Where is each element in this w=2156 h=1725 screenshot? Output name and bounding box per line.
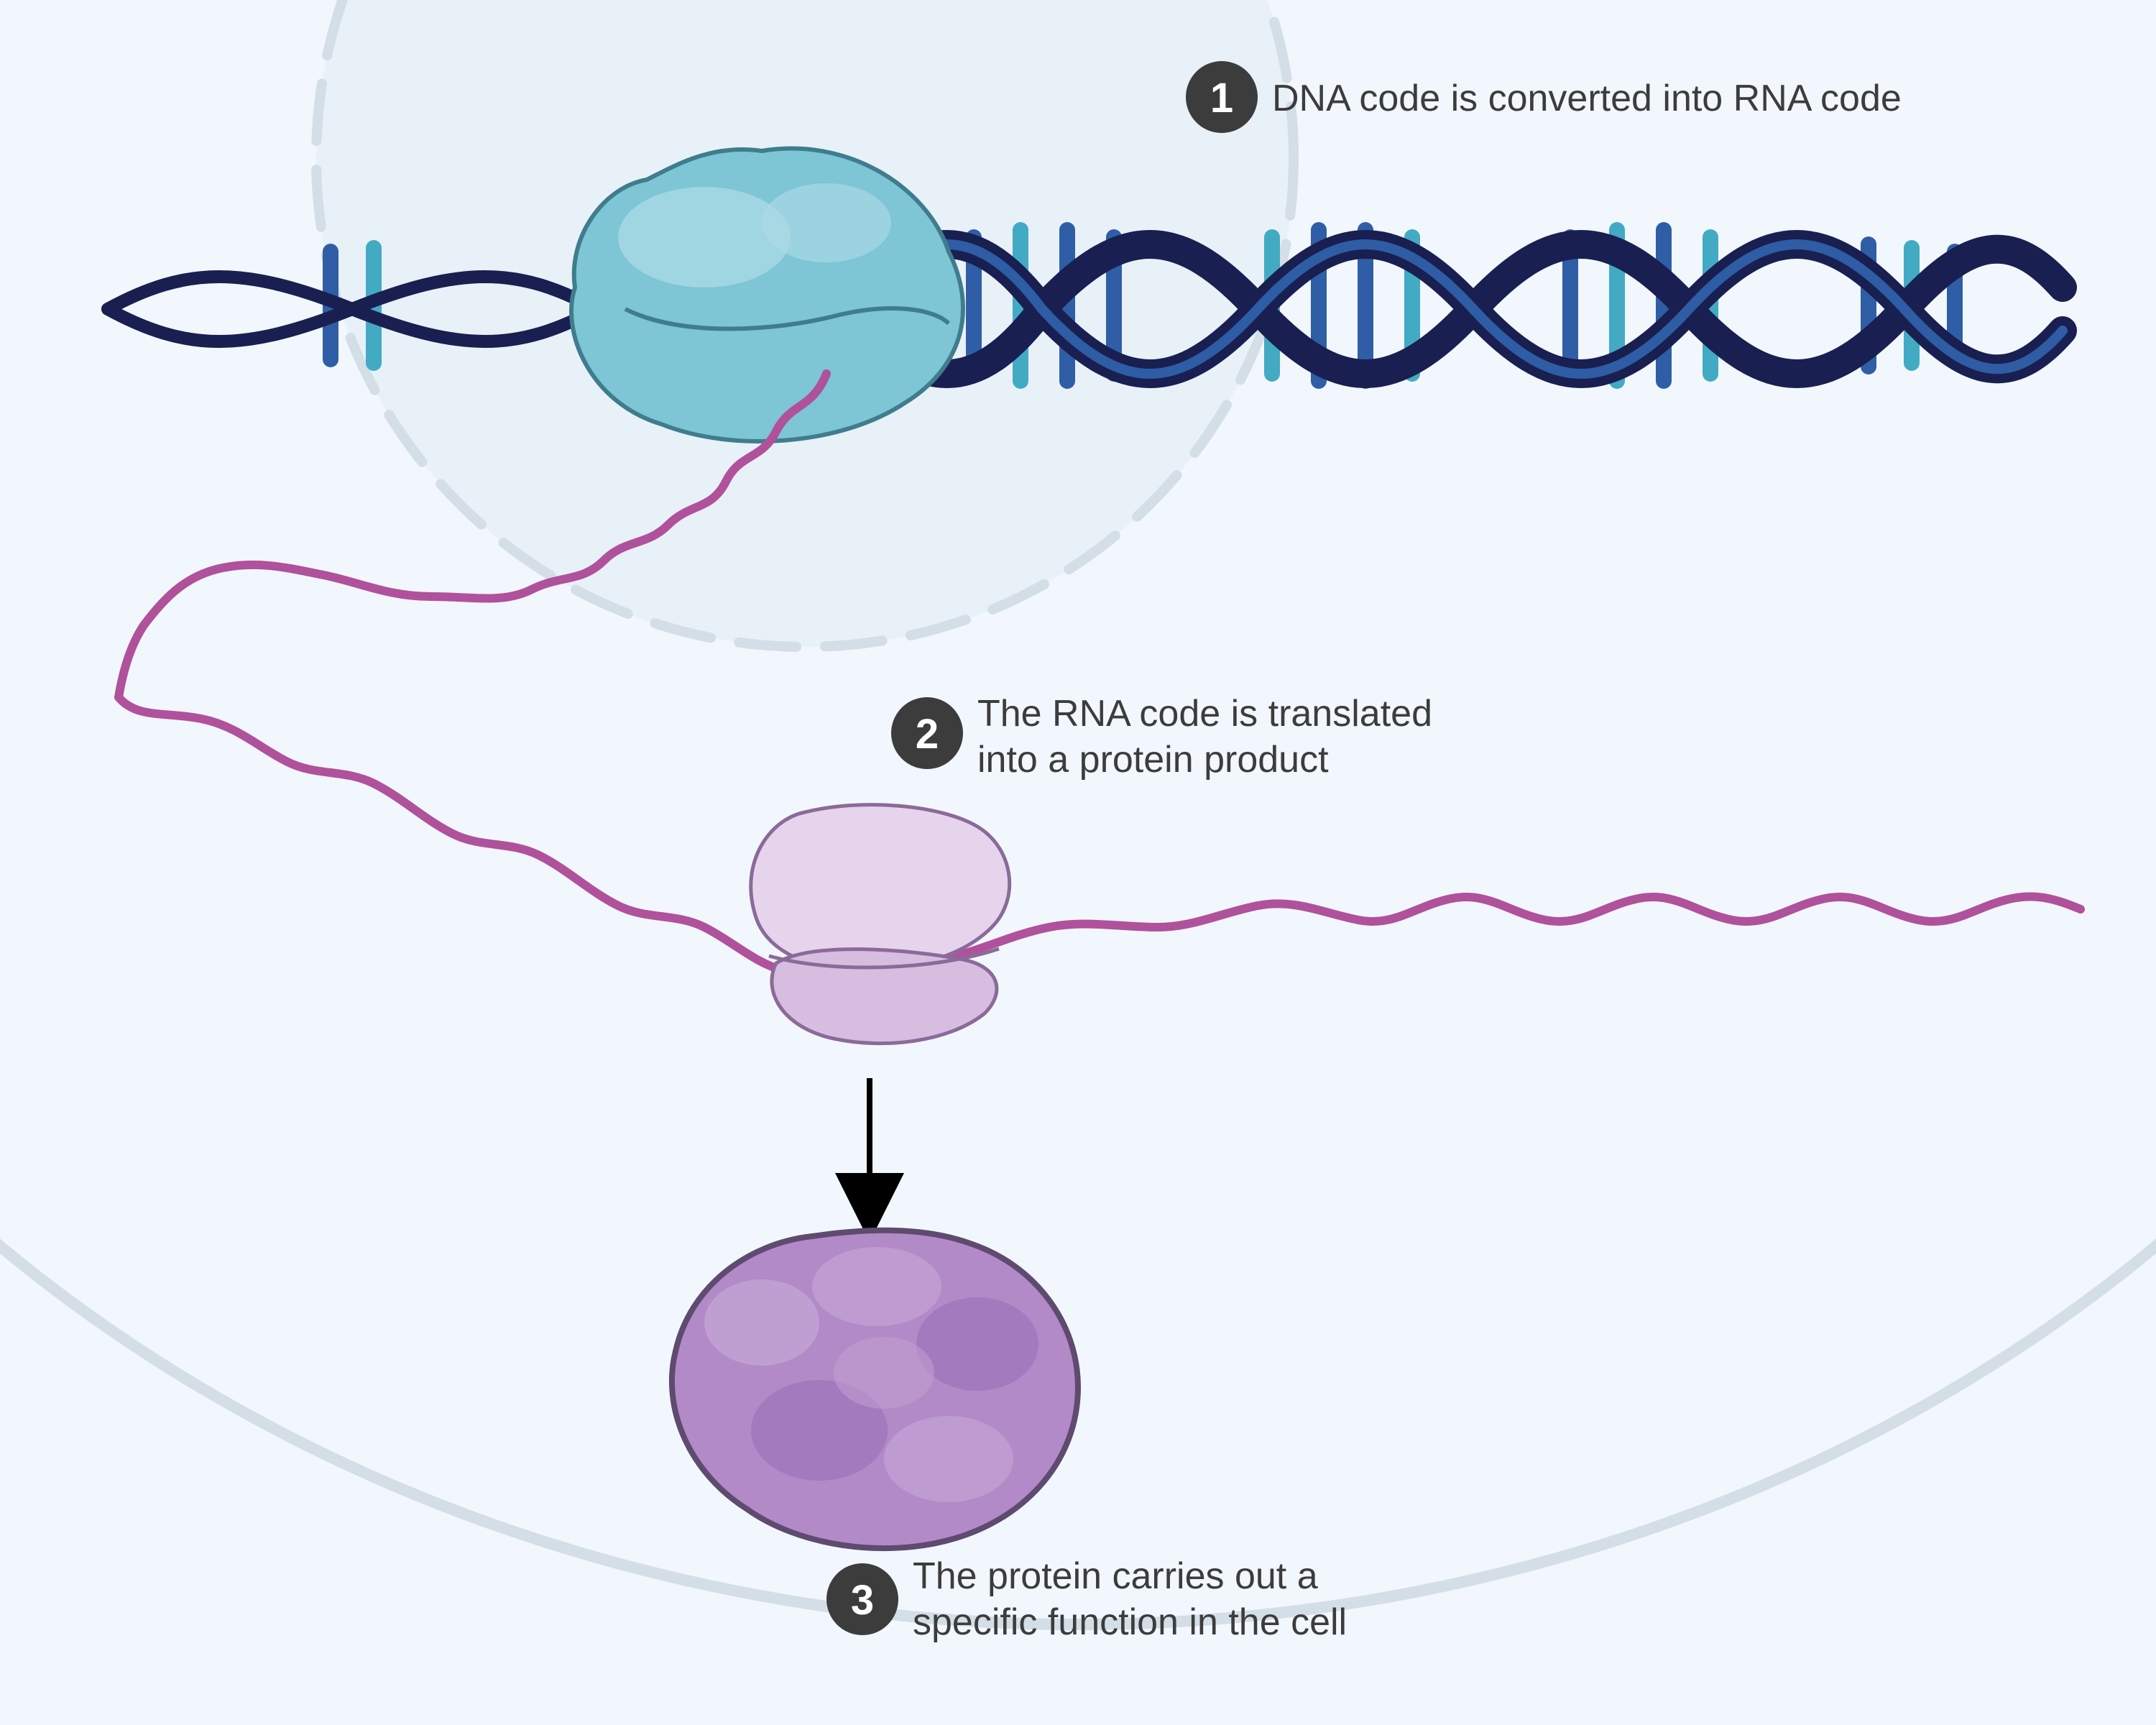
step-3-label-line2: specific function in the cell (913, 1601, 1347, 1643)
rna-polymerase (571, 149, 963, 441)
step-3-label-line1: The protein carries out a (913, 1555, 1318, 1597)
step-2-label-line2: into a protein product (977, 739, 1329, 781)
ribosome (751, 805, 1010, 1044)
badge-2-number: 2 (916, 711, 939, 758)
step-1-label: DNA code is converted into RNA code (1272, 78, 1902, 119)
diagram-canvas: 1 DNA code is converted into RNA code 2 … (0, 0, 2156, 1725)
step-2-label-line1: The RNA code is translated (977, 693, 1432, 735)
badge-3-number: 3 (851, 1577, 874, 1624)
diagram-svg: 1 DNA code is converted into RNA code 2 … (0, 0, 2156, 1725)
badge-1-number: 1 (1210, 75, 1233, 121)
protein (672, 1230, 1078, 1548)
